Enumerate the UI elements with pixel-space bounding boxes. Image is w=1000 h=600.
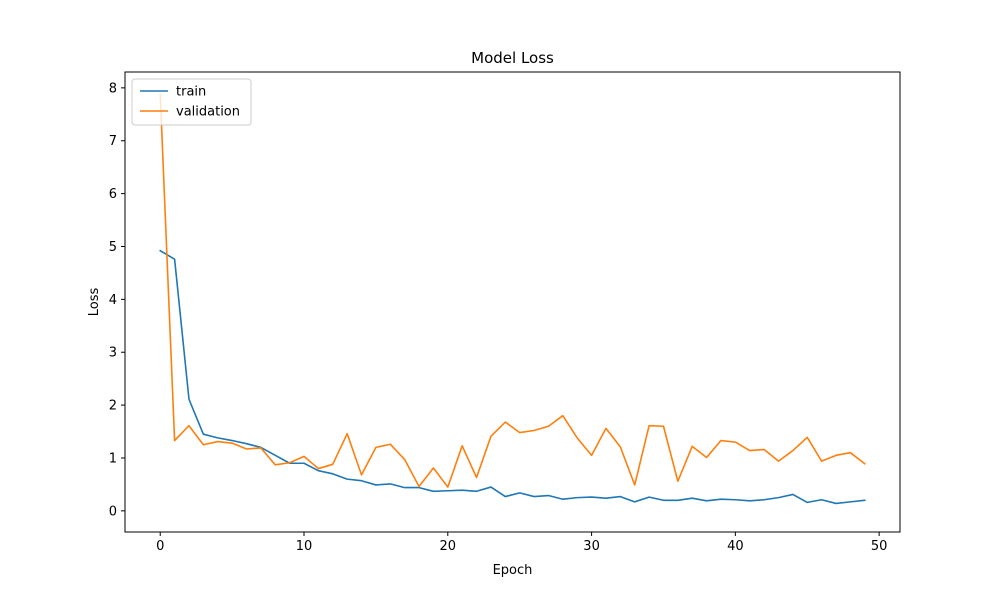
y-tick-label: 8 xyxy=(109,81,117,96)
legend: train validation xyxy=(131,78,252,126)
x-tick-label: 30 xyxy=(583,539,600,554)
x-tick-label: 0 xyxy=(156,539,164,554)
x-tick-label: 50 xyxy=(871,539,888,554)
plot-frame xyxy=(124,71,901,533)
y-tick-label: 3 xyxy=(109,346,117,361)
series-line-train xyxy=(159,249,866,505)
series-line-validation xyxy=(159,93,866,488)
legend-label-train: train xyxy=(176,85,206,100)
x-axis: 0 10 20 30 40 50 xyxy=(156,532,887,554)
y-tick-label: 5 xyxy=(109,240,117,255)
y-tick-label: 2 xyxy=(109,399,117,414)
x-tick-label: 20 xyxy=(440,539,457,554)
x-axis-label: Epoch xyxy=(493,563,533,578)
y-axis-label: Loss xyxy=(87,288,102,317)
y-axis: 0 1 2 3 4 5 6 7 8 xyxy=(109,81,125,519)
y-tick-label: 0 xyxy=(109,504,117,519)
y-tick-label: 4 xyxy=(109,293,117,308)
chart-title: Model Loss xyxy=(471,49,554,67)
y-tick-label: 7 xyxy=(109,134,117,149)
x-tick-label: 10 xyxy=(296,539,313,554)
y-tick-label: 1 xyxy=(109,451,117,466)
plot-area xyxy=(159,93,866,505)
x-tick-label: 40 xyxy=(727,539,744,554)
legend-label-validation: validation xyxy=(176,105,240,120)
y-tick-label: 6 xyxy=(109,187,117,202)
